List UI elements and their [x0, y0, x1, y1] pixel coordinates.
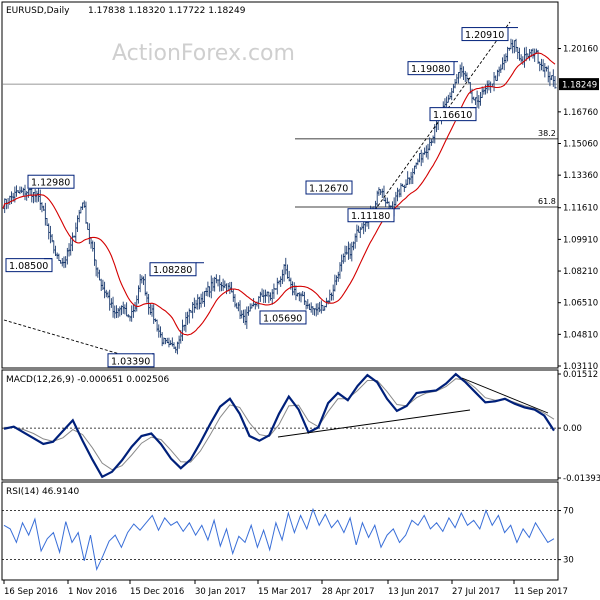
rsi-title: RSI(14) 46.9140 — [6, 487, 79, 497]
annotation-label: 1.20910 — [465, 30, 504, 41]
macd-title: MACD(12,26,9) -0.000651 0.002506 — [6, 375, 169, 385]
macd-resistance-trendline — [461, 377, 549, 414]
annotation-label: 1.19080 — [411, 64, 450, 75]
x-axis: 16 Sep 2016 1 Nov 2016 15 Dec 2016 30 Jan 2… — [3, 580, 568, 597]
fib-level-label: 61.8 — [538, 197, 556, 206]
price-tick-label: 1.08210 — [563, 267, 598, 277]
annotation-box — [107, 353, 155, 368]
price-tick-label: 1.13360 — [563, 171, 598, 181]
x-tick-label: 11 Sep 2017 — [514, 587, 568, 597]
sma-line — [2, 52, 556, 336]
annotation-label: 1.08500 — [9, 261, 48, 272]
annotation-box — [347, 208, 395, 223]
x-tick-label: 16 Sep 2016 — [4, 587, 58, 597]
annotation-box — [461, 27, 509, 42]
price-annotation: 1.11180 — [347, 208, 400, 223]
price-series-layer: 1.20160 1.18249 1.16760 1.15060 1.13360 1.116… — [2, 21, 599, 372]
x-tick-label: 28 Apr 2017 — [322, 587, 375, 597]
price-panel: ActionForex.com EURUSD,Daily 1.17838 1.1… — [1, 1, 599, 372]
x-tick-label: 30 Jan 2017 — [195, 587, 246, 597]
x-tick-label: 1 Nov 2016 — [68, 587, 117, 597]
annotation-label: 1.12980 — [31, 178, 70, 189]
annotation-box — [407, 61, 455, 76]
macd-tick-label: -0.01393 — [563, 474, 600, 484]
annotation-label: 1.08280 — [153, 265, 192, 276]
price-tick-label: 1.16760 — [563, 108, 598, 118]
rsi-panel: RSI(14) 46.9140 70 30 — [1, 481, 574, 581]
price-annotation: 1.08280 — [149, 262, 204, 277]
annotation-label: 1.03390 — [111, 356, 150, 367]
last-price-label: 1.18249 — [562, 81, 597, 91]
rsi-series-layer: 70 30 — [2, 507, 574, 572]
annotation-box — [259, 310, 307, 325]
price-annotation: 1.12670 — [305, 180, 353, 195]
rsi-tick-label: 70 — [563, 507, 574, 517]
macd-tick-label: 0.01512 — [563, 370, 598, 380]
symbol-label: EURUSD,Daily — [6, 6, 70, 16]
rsi-line — [3, 507, 555, 572]
price-tick-label: 1.06510 — [563, 299, 598, 309]
price-bar — [553, 75, 557, 89]
annotation-box — [149, 262, 197, 277]
support-trendline — [3, 319, 141, 361]
price-tick-label: 1.11610 — [563, 204, 598, 214]
price-annotation: 1.20910 — [461, 27, 518, 42]
price-tick-label: 1.20160 — [563, 45, 598, 55]
annotation-box — [5, 258, 53, 273]
price-annotation: 1.08500 — [5, 258, 53, 273]
annotation-label: 1.16610 — [433, 110, 472, 121]
x-tick-label: 27 Jul 2017 — [452, 587, 500, 597]
price-annotation: 1.19080 — [407, 61, 458, 76]
annotation-label: 1.05690 — [263, 313, 302, 324]
annotation-box — [27, 174, 75, 189]
rsi-tick-label: 30 — [563, 556, 574, 566]
macd-line — [3, 372, 555, 479]
price-tick-label: 1.15060 — [563, 139, 598, 149]
price-annotation: 1.12980 — [27, 174, 75, 189]
annotation-label: 1.11180 — [351, 211, 390, 222]
macd-panel: MACD(12,26,9) -0.000651 0.002506 0.01512… — [1, 369, 600, 484]
annotation-box — [429, 107, 477, 122]
price-annotation: 1.05690 — [259, 310, 307, 325]
macd-tick-label: 0.00 — [563, 424, 582, 434]
fib-level-label: 38.2 — [538, 129, 556, 138]
annotation-box — [305, 180, 353, 195]
x-tick-label: 15 Dec 2016 — [130, 587, 184, 597]
annotation-label: 1.12670 — [309, 183, 348, 194]
price-tick-label: 1.04810 — [563, 330, 598, 340]
last-price-tag — [559, 78, 599, 91]
macd-series-layer: 0.01512 0.00 -0.01393 — [2, 370, 600, 484]
price-annotation: 1.16610 — [429, 107, 477, 122]
macd-support-trendline — [277, 409, 471, 438]
price-annotation: 1.03390 — [107, 353, 155, 368]
price-tick-label: 1.09910 — [563, 235, 598, 245]
x-tick-label: 13 Jun 2017 — [388, 587, 439, 597]
ohlc-readout: 1.17838 1.18320 1.17722 1.18249 — [88, 6, 246, 16]
price-tick-label: 1.03110 — [563, 362, 598, 372]
watermark: ActionForex.com — [112, 41, 295, 66]
x-tick-label: 15 Mar 2017 — [258, 587, 312, 597]
